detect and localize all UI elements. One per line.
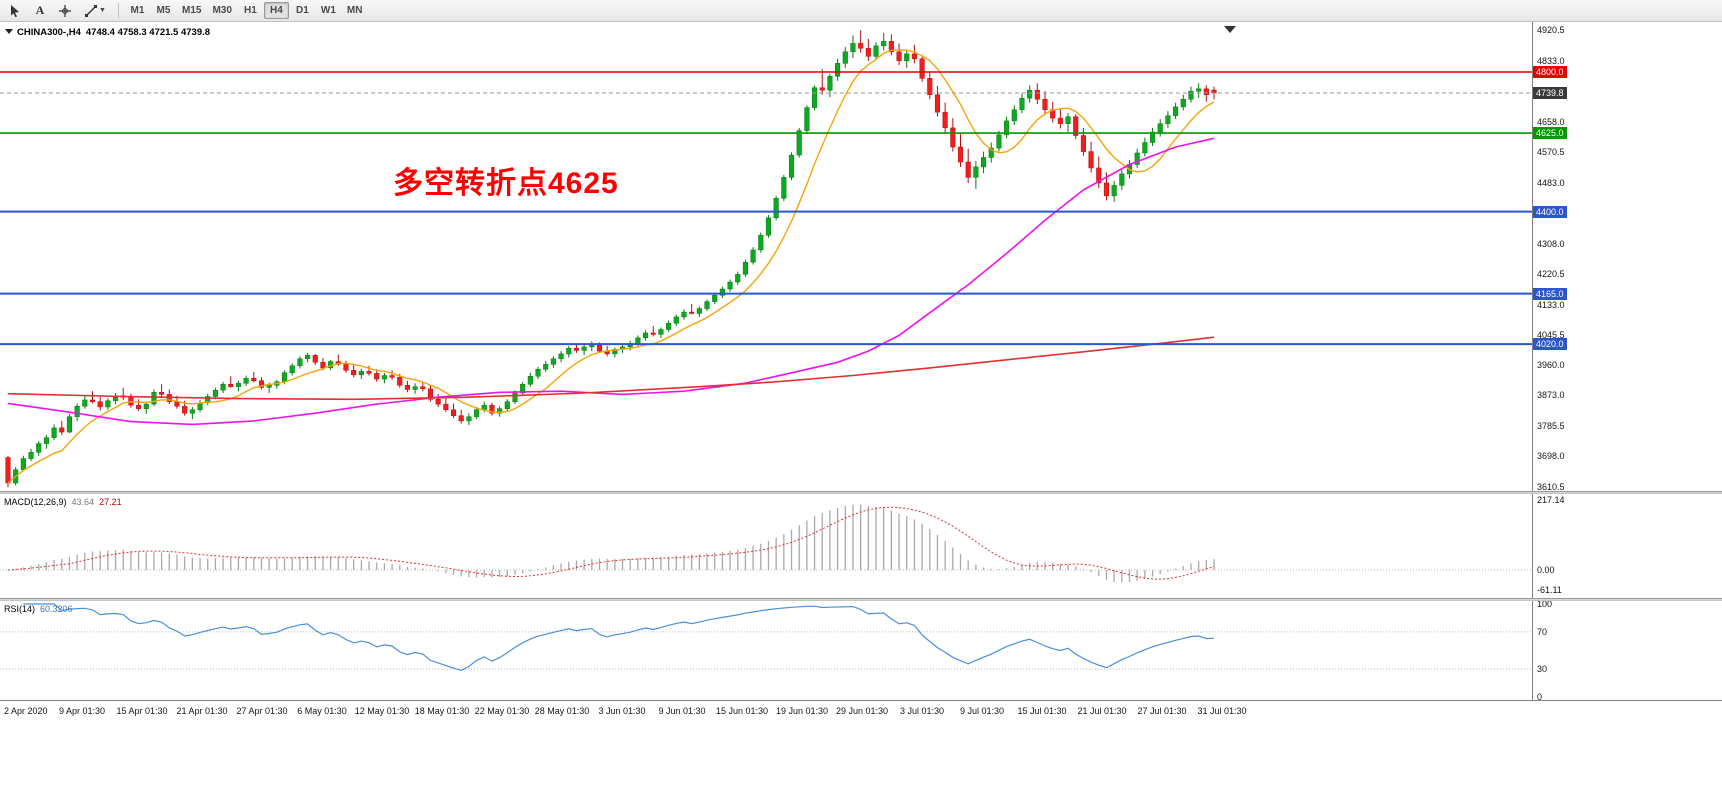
macd-value-main: 43.64 [71,497,95,507]
price-badge-4800.0: 4800.0 [1533,66,1567,79]
price-scale-label: 4133.0 [1537,299,1565,310]
price-scale-label: 30 [1537,664,1548,675]
price-scale-label: 3785.5 [1537,420,1565,431]
price-badge-4625.0: 4625.0 [1533,127,1567,140]
time-scale-label: 22 May 01:30 [474,706,530,716]
price-scale-label: 70 [1537,626,1548,637]
price-scale-label: -61.11 [1537,584,1562,595]
main-chart-canvas[interactable] [0,22,1532,491]
price-badge-4165.0: 4165.0 [1533,287,1567,300]
price-scale-label: 4308.0 [1537,238,1565,249]
time-scale-label: 21 Apr 01:30 [176,706,228,716]
trendline-tool-button[interactable]: ▼ [78,2,112,20]
time-scale-label: 27 Apr 01:30 [236,706,288,716]
chart-text-annotation[interactable]: 多空转折点4625 [393,167,619,200]
price-scale-label: 0.00 [1537,565,1555,575]
ohlc-values: 4748.4 4758.3 4721.5 4739.8 [85,27,211,38]
cursor-tool-button[interactable] [3,2,27,20]
price-scale-label: 4045.5 [1537,330,1565,341]
price-scale[interactable]: 4920.54833.04745.54658.04570.54483.04395… [1532,22,1721,702]
price-scale-label: 3610.5 [1537,482,1565,492]
text-tool-icon: A [35,3,45,17]
rsi-label: RSI(14) 60.3206 [4,604,73,614]
panel-splitter[interactable] [0,491,1722,494]
price-scale-label: 4658.0 [1537,116,1565,127]
timeframe-button-m15[interactable]: M15 [182,5,202,16]
time-scale-label: 15 Jul 01:30 [1017,706,1067,716]
price-scale-label: 4920.5 [1537,25,1565,35]
time-scale[interactable]: 2 Apr 2020 9 Apr 01:30 15 Apr 01:30 21 Apr … [0,700,1722,722]
timeframe-button-h4[interactable]: H4 [263,2,289,19]
timeframe-button-m1[interactable]: M1 [130,5,145,16]
time-scale-label: 29 Jun 01:30 [835,706,889,716]
crosshair-tool-button[interactable] [53,2,77,20]
chart-shift-marker[interactable] [1224,26,1236,33]
time-scale-label: 3 Jul 01:30 [899,706,945,716]
price-scale-label: 3698.0 [1537,451,1565,462]
macd-panel-canvas[interactable] [0,494,1532,598]
time-scale-label: 2 Apr 2020 [4,706,48,716]
time-scale-label: 9 Jun 01:30 [658,706,706,716]
ma-slow-line [7,336,1215,401]
top-toolbar: A ▼ M1 M5 M15 M30 H1 H4 D1 W1 MN [0,0,1722,22]
macd-histogram [15,504,1215,583]
timeframe-button-m5[interactable]: M5 [156,5,171,16]
price-scale-label: 100 [1537,599,1553,609]
panel-splitter[interactable] [0,598,1722,601]
macd-value-signal: 27.21 [99,497,122,507]
time-scale-label: 18 May 01:30 [414,706,470,716]
rsi-line [23,603,1215,671]
time-scale-label: 15 Apr 01:30 [116,706,168,716]
timeframe-button-d1[interactable]: D1 [296,5,309,16]
candles-layer [5,30,1217,488]
price-badge-4400.0: 4400.0 [1533,205,1567,218]
rsi-value: 60.3206 [40,604,73,614]
chevron-down-icon: ▼ [99,7,106,14]
time-scale-label: 28 May 01:30 [534,706,590,716]
time-scale-label: 21 Jul 01:30 [1077,706,1127,716]
time-scale-label: 19 Jun 01:30 [775,706,829,716]
price-scale-label: 3873.0 [1537,390,1565,401]
cursor-icon [8,4,22,18]
price-badge-4739.8: 4739.8 [1533,87,1567,100]
ma-fast-line [7,49,1215,484]
macd-label: MACD(12,26,9) 43.64 27.21 [4,497,122,507]
timeframe-button-h1[interactable]: H1 [244,5,257,16]
timeframe-button-w1[interactable]: W1 [320,5,336,16]
price-scale-label: 4483.0 [1537,177,1565,188]
trendline-icon [84,4,98,18]
time-scale-label: 31 Jul 01:30 [1197,706,1247,716]
timeframe-button-m30[interactable]: M30 [212,5,232,16]
price-badge-4020.0: 4020.0 [1533,338,1567,351]
chart-context-icon[interactable] [5,29,13,34]
chart-title: CHINA300-,H4 4748.4 4758.3 4721.5 4739.8 [5,27,210,38]
time-scale-label: 3 Jun 01:30 [598,706,646,716]
price-scale-label: 4570.5 [1537,147,1565,158]
rsi-name: RSI(14) [4,604,36,614]
time-scale-label: 27 Jul 01:30 [1137,706,1187,716]
time-scale-label: 15 Jun 01:30 [715,706,769,716]
price-scale-label: 4833.0 [1537,55,1565,66]
time-scale-label: 9 Apr 01:30 [58,706,106,716]
price-scale-label: 217.14 [1537,495,1565,505]
symbol-period-label: CHINA300-,H4 [17,27,81,38]
timeframe-group: M1 M5 M15 M30 H1 H4 D1 W1 MN [125,2,367,19]
time-scale-label: 9 Jul 01:30 [959,706,1005,716]
macd-signal-line [7,506,1215,580]
toolbar-separator [118,3,119,18]
time-scale-label: 12 May 01:30 [354,706,410,716]
macd-name: MACD(12,26,9) [4,497,67,507]
price-scale-label: 0 [1537,692,1543,702]
price-scale-label: 3960.0 [1537,360,1565,371]
rsi-panel-canvas[interactable] [0,601,1532,700]
timeframe-button-mn[interactable]: MN [346,5,363,16]
time-scale-label: 6 May 01:30 [297,706,347,716]
price-scale-label: 4220.5 [1537,269,1565,280]
crosshair-icon [58,4,72,18]
text-tool-button[interactable]: A [28,2,52,20]
